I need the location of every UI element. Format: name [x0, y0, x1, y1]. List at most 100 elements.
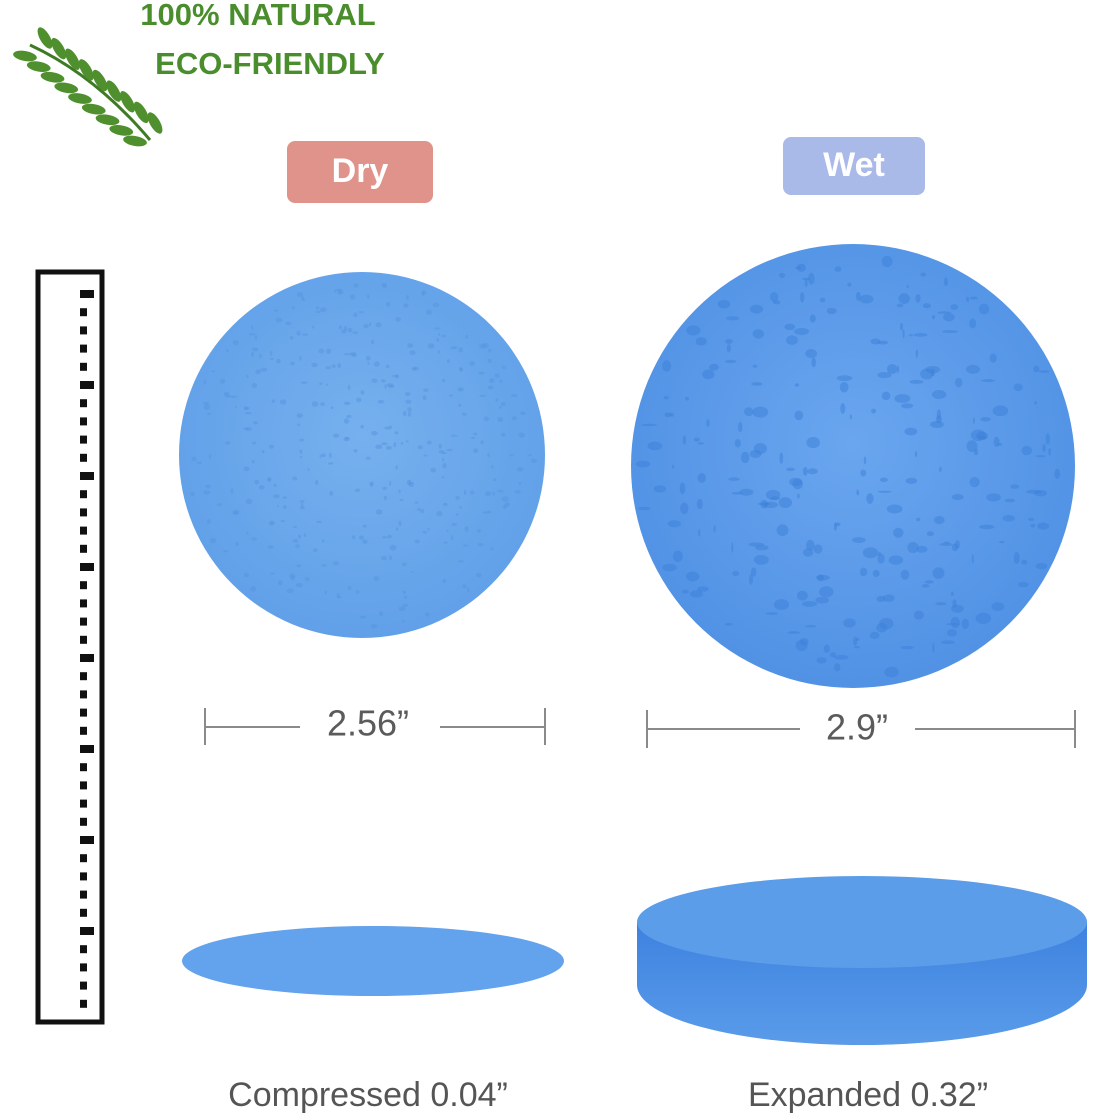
pore: [882, 594, 895, 602]
pore: [209, 537, 217, 544]
pore: [381, 282, 387, 287]
pore: [398, 606, 406, 612]
pore: [834, 663, 841, 672]
dry-label: Dry: [332, 152, 389, 190]
pore: [805, 349, 818, 359]
pore: [773, 599, 790, 610]
pore: [251, 383, 258, 389]
pore: [797, 263, 806, 272]
pore: [362, 524, 367, 528]
pore: [442, 502, 448, 507]
pore: [915, 293, 921, 303]
pore: [1045, 433, 1051, 445]
pore: [740, 451, 750, 464]
pore: [434, 327, 441, 330]
pore: [273, 483, 277, 488]
leaflet: [54, 82, 79, 94]
pore: [795, 266, 802, 270]
pore: [451, 535, 454, 541]
pore: [931, 389, 947, 399]
pore: [461, 412, 468, 416]
dimension-line: [204, 708, 546, 745]
leaflet: [120, 91, 135, 113]
pore: [225, 441, 231, 445]
pore: [402, 410, 407, 417]
pore: [437, 333, 441, 336]
pore: [514, 490, 521, 494]
pore: [1030, 523, 1036, 528]
pore: [476, 528, 482, 533]
pore: [908, 334, 913, 337]
pore: [459, 367, 462, 371]
pore: [489, 378, 495, 383]
pore: [275, 317, 283, 323]
pore: [731, 542, 734, 553]
pore: [794, 327, 810, 335]
pore: [739, 488, 754, 496]
pore: [877, 553, 885, 564]
pore: [724, 338, 733, 344]
pore: [497, 417, 504, 423]
pore: [299, 455, 303, 459]
pore: [909, 379, 924, 384]
pore: [430, 467, 437, 473]
pore: [886, 504, 903, 514]
pore: [905, 477, 918, 484]
ruler: [35, 269, 105, 1025]
pore: [426, 309, 432, 315]
pore: [377, 399, 385, 404]
pore: [717, 299, 731, 309]
pore: [494, 373, 500, 379]
pore: [813, 544, 823, 554]
pore: [292, 306, 295, 310]
pore: [520, 411, 526, 416]
pore: [479, 343, 487, 349]
pore: [414, 539, 420, 544]
pore: [986, 493, 1001, 502]
pore: [319, 454, 322, 458]
pore: [402, 603, 409, 608]
pore: [1021, 445, 1033, 456]
pore: [671, 464, 675, 469]
pore: [329, 490, 333, 496]
pore: [367, 294, 370, 299]
pore: [943, 313, 955, 322]
pore: [329, 452, 332, 458]
pore: [270, 572, 275, 575]
pore: [664, 412, 672, 418]
pore: [234, 405, 237, 409]
pore: [347, 327, 353, 333]
leaflet: [133, 101, 149, 124]
pore: [482, 511, 490, 514]
pore: [441, 378, 446, 383]
pore: [749, 304, 764, 314]
pore: [353, 283, 359, 288]
pore: [260, 367, 268, 372]
pore: [697, 473, 707, 483]
pore: [809, 314, 816, 323]
pore: [859, 294, 874, 304]
pore: [804, 625, 817, 628]
pore: [319, 382, 323, 385]
pore: [770, 496, 780, 501]
pore: [969, 318, 977, 329]
pore: [456, 512, 459, 517]
pore: [358, 535, 365, 540]
pore: [872, 569, 880, 578]
pore: [860, 469, 867, 477]
pore: [744, 407, 754, 417]
badge-line: 100% NATURAL: [140, 0, 375, 32]
pore: [422, 395, 427, 401]
pore: [458, 347, 463, 353]
pore: [794, 410, 804, 421]
pore: [370, 339, 375, 345]
pore: [819, 586, 834, 598]
pore: [331, 364, 336, 368]
pore: [191, 456, 197, 462]
pore: [907, 541, 919, 553]
pore: [728, 477, 740, 481]
pore: [449, 394, 453, 397]
pore: [301, 295, 304, 301]
pore: [932, 567, 945, 579]
pore: [472, 448, 479, 454]
